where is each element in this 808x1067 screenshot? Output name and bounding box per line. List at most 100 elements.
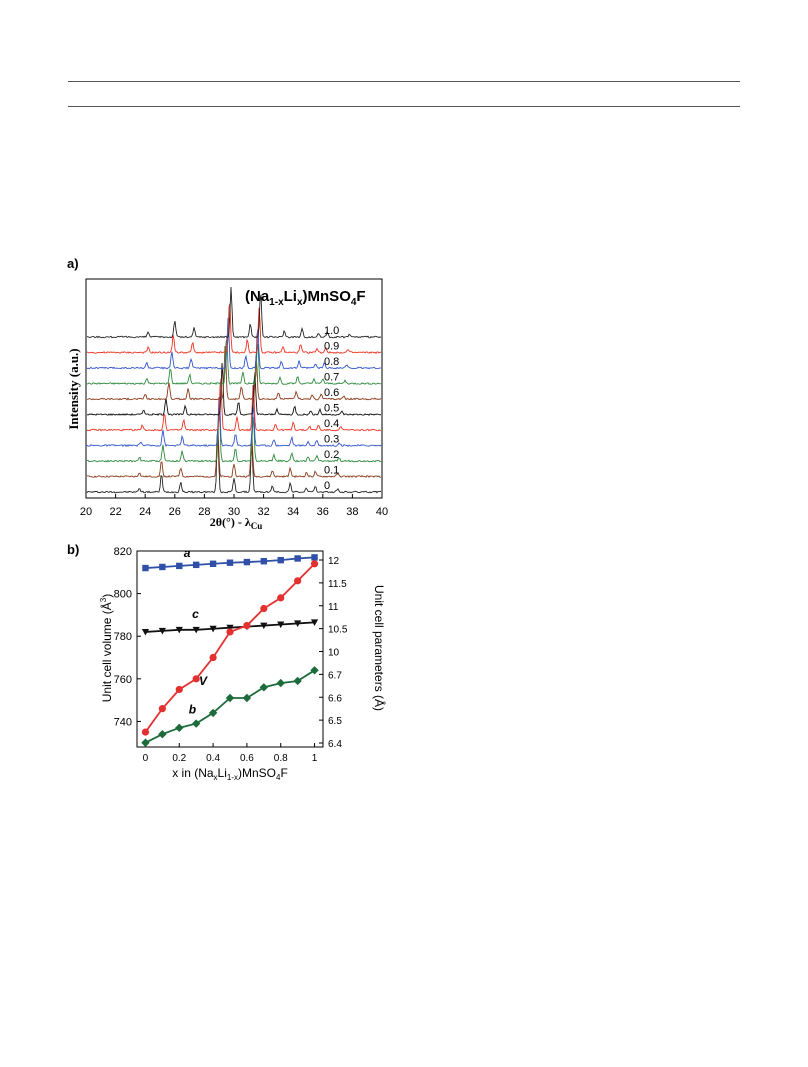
cell-point-b (141, 738, 150, 747)
xrd-x-tick-label: 26 (169, 506, 181, 518)
cell-point-c (141, 628, 150, 636)
xrd-pattern-x-0 (86, 434, 382, 494)
xrd-y-axis-label: Intensity (a.u.) (66, 348, 81, 429)
cell-series-label: a (184, 546, 191, 560)
cell-point-b (225, 693, 235, 703)
cell-y-tick-label: 740 (114, 716, 132, 728)
cell-y2-tick-label: 6.6 (328, 693, 342, 704)
xrd-series-label: 1.0 (324, 325, 339, 337)
xrd-series-label: 0.8 (324, 356, 339, 368)
cell-y2-tick-label: 10 (328, 648, 340, 659)
xrd-pattern-x-0.1 (86, 426, 382, 479)
cell-series-label: V (199, 674, 208, 688)
cell-x-tick-label: 1 (312, 753, 318, 764)
header-rule-bottom (68, 106, 740, 107)
cell-y2-tick-label: 6.4 (328, 739, 342, 750)
xrd-series-label: 0.2 (324, 449, 339, 461)
cell-point-V (294, 577, 302, 585)
xrd-x-tick-label: 36 (317, 506, 329, 518)
cell-point-a (142, 564, 149, 572)
cell-point-V (277, 594, 285, 602)
cell-point-c (277, 621, 285, 629)
panel-a-label: a) (67, 256, 79, 271)
xrd-pattern-x-0.5 (86, 362, 382, 416)
cell-point-V (243, 621, 251, 630)
cell-point-a (209, 560, 217, 567)
xrd-x-tick-label: 32 (257, 506, 269, 518)
cell-point-a (176, 562, 183, 570)
cell-point-c (192, 626, 200, 634)
xrd-series-group (86, 287, 382, 494)
cell-series-label: b (189, 703, 196, 717)
xrd-pattern-x-0.9 (86, 303, 382, 355)
cell-point-c (209, 625, 217, 633)
xrd-series-label: 0 (324, 480, 330, 492)
cell-y2-tick-label: 6.5 (328, 716, 342, 727)
xrd-plot: 20 22 24 26 28 30 32 34 36 38 40 00.10.20.30.40.50… (80, 278, 388, 518)
cell-series-group: a c Vb (141, 546, 319, 747)
cell-point-b (208, 708, 218, 718)
cell-axis-ticks: 0 0.2 0.4 0.6 0.8 1 740 760 780 800 820 6.4 6.5 6.6 6.… (114, 546, 348, 764)
cell-y2-tick-label: 11.5 (328, 579, 347, 590)
cell-point-b (242, 693, 252, 703)
panel-b-label: b) (67, 542, 79, 557)
cell-point-b (293, 676, 302, 686)
xrd-pattern-x-0.3 (86, 396, 382, 448)
cell-y2-tick-label: 12 (328, 556, 340, 567)
cell-point-b (191, 719, 201, 728)
cell-series-label: c (192, 607, 199, 621)
cell-point-b (175, 723, 184, 733)
cell-point-c (294, 620, 302, 628)
cell-point-c (226, 624, 234, 632)
cell-x-tick-label: 0.6 (240, 753, 254, 764)
xrd-series-label: 0.3 (324, 434, 339, 446)
xrd-pattern-x-0.4 (86, 378, 382, 432)
xrd-series-labels: 0 0.1 0.2 0.3 0.4 0.5 0.6 0.7 0.8 0.9 1.0 (324, 325, 339, 492)
cell-point-V (141, 728, 150, 736)
cell-point-a (159, 563, 166, 571)
cell-x-tick-label: 0 (143, 753, 149, 764)
cell-x-tick-label: 0.4 (206, 753, 220, 764)
xrd-series-label: 0.1 (324, 465, 339, 477)
cell-plot-frame (136, 550, 324, 748)
header-rule-top (68, 81, 740, 82)
cell-point-c (310, 619, 319, 626)
xrd-title: (Na1-xLix)MnSO4F (245, 288, 366, 308)
cell-point-b (276, 678, 285, 688)
xrd-series-label: 0.4 (324, 418, 339, 430)
cell-point-V (260, 604, 268, 613)
cell-point-a (243, 558, 251, 566)
cell-x-tick-label: 0.2 (172, 753, 186, 764)
cell-left-axis-label: Unit cell volume (Å3) (99, 594, 114, 702)
xrd-series-label: 0.7 (324, 372, 339, 384)
cell-y-tick-label: 800 (114, 589, 132, 601)
xrd-series-label: 0.9 (324, 341, 339, 353)
cell-point-V (209, 653, 217, 662)
cell-right-axis-label: Unit cell parameters (Å) (372, 585, 387, 711)
cell-point-V (175, 685, 183, 694)
xrd-pattern-x-0.2 (86, 407, 382, 463)
cell-y-tick-label: 820 (114, 546, 132, 558)
cell-x-tick-label: 0.8 (274, 753, 288, 764)
xrd-pattern-x-0.7 (86, 338, 382, 385)
xrd-x-axis-label: 2θ(°) - λCu (210, 515, 262, 531)
cell-y2-tick-label: 11 (328, 602, 339, 613)
xrd-x-tick-label: 28 (198, 506, 210, 518)
xrd-series-label: 0.5 (324, 403, 339, 415)
cell-series-line-b (145, 669, 316, 744)
cell-plot: 0 0.2 0.4 0.6 0.8 1 740 760 780 800 820 6.4 6.5 6.6 6.… (114, 546, 348, 764)
cell-point-b (259, 683, 269, 692)
xrd-x-tick-label: 20 (80, 506, 92, 518)
xrd-x-tick-label: 30 (228, 506, 240, 518)
xrd-pattern-x-1.0 (86, 287, 382, 339)
cell-y2-tick-label: 6.7 (328, 670, 342, 681)
cell-point-V (310, 560, 319, 568)
cell-point-c (158, 627, 166, 635)
cell-point-c (175, 626, 183, 634)
cell-x-axis-label: x in (NaxLi1-x)MnSO4F (172, 766, 288, 782)
cell-point-b (158, 730, 167, 739)
cell-point-c (260, 622, 268, 630)
cell-y2-tick-label: 10.5 (328, 625, 348, 636)
cell-point-a (277, 556, 284, 564)
